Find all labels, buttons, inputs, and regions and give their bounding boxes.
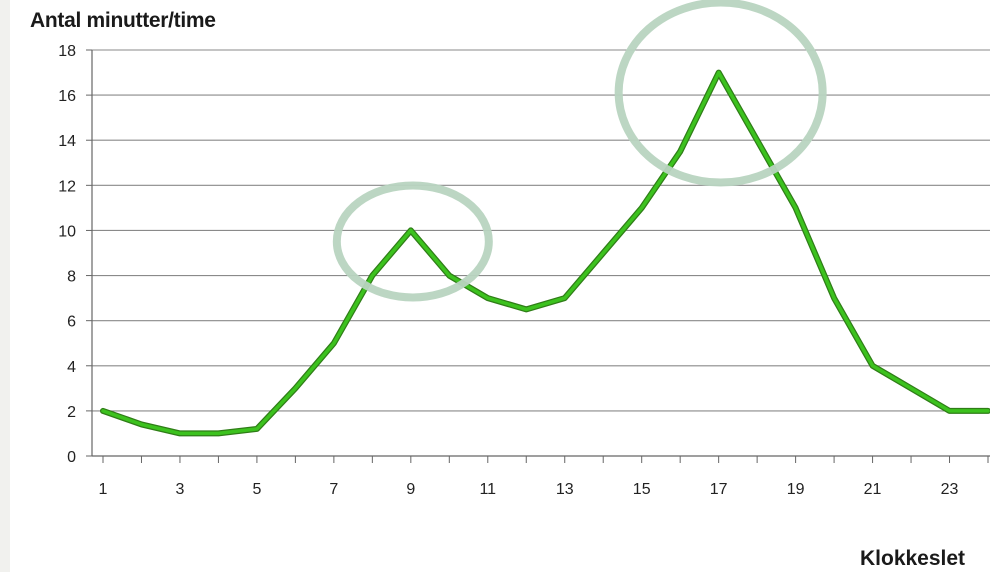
y-tick-label-12: 12 [58, 178, 76, 195]
x-tick-label-7: 7 [329, 481, 338, 498]
y-tick-label-16: 16 [58, 88, 76, 105]
y-tick-label-18: 18 [58, 43, 76, 60]
series-line-outline-0 [100, 69, 990, 437]
x-tick-label-13: 13 [556, 481, 574, 498]
chart-frame: 0 2 4 6 8 10 12 14 16 18 1 3 5 7 9 11 13 15 17 19 21 23 Antal… [10, 0, 990, 572]
y-axis-title: Antal minutter/time [30, 9, 216, 32]
x-tick-label-15: 15 [633, 481, 651, 498]
x-tick-label-5: 5 [252, 481, 261, 498]
y-tick-label-14: 14 [58, 133, 76, 150]
y-tick-label-2: 2 [67, 404, 76, 421]
x-tick-label-19: 19 [787, 481, 805, 498]
highlight-circles [332, 0, 827, 302]
y-tick-label-0: 0 [67, 449, 76, 466]
x-tick-label-21: 21 [864, 481, 882, 498]
series-line-0 [101, 70, 990, 436]
highlight-circle-peak-morning [332, 181, 493, 302]
y-tick-label-8: 8 [67, 269, 76, 286]
y-tick-label-10: 10 [58, 223, 76, 240]
grid-lines [92, 49, 990, 412]
highlight-circle-peak-evening [614, 0, 827, 187]
x-tick-label-3: 3 [176, 481, 185, 498]
series-lines [100, 69, 990, 437]
x-tick-label-9: 9 [406, 481, 415, 498]
x-tick-label-1: 1 [99, 481, 108, 498]
x-tick-label-11: 11 [479, 481, 496, 498]
x-axis-title: Klokkeslet [860, 547, 966, 570]
y-tick-label-6: 6 [67, 314, 76, 331]
x-tick-label-17: 17 [710, 481, 728, 498]
y-tick-label-4: 4 [67, 359, 76, 376]
x-tick-label-23: 23 [941, 481, 959, 498]
